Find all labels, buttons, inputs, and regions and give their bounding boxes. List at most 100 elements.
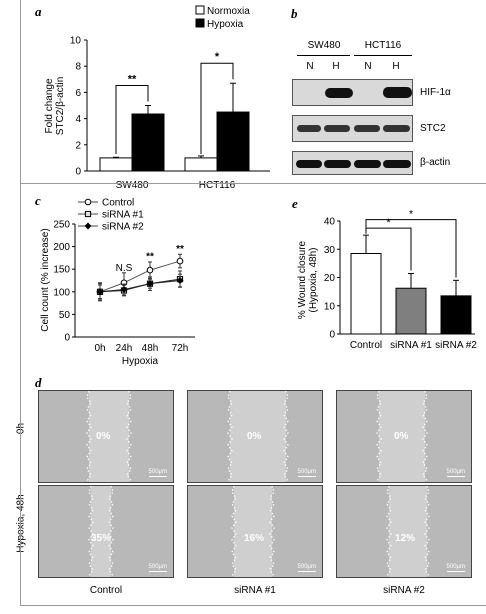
legend-marker xyxy=(84,222,92,230)
panel-label-d: d xyxy=(35,375,42,390)
y-tick-label: 20 xyxy=(324,273,336,284)
legend-label: siRNA #1 xyxy=(102,210,144,221)
closure-percent: 0% xyxy=(247,431,262,442)
micrograph: 16% 500μm xyxy=(187,485,323,578)
scale-bar: 500μm xyxy=(149,469,167,477)
legend-marker xyxy=(84,198,92,206)
y-axis-label: Cell count (% increase) xyxy=(40,228,51,331)
bar xyxy=(350,252,382,335)
scale-bar: 500μm xyxy=(447,469,465,477)
series-line xyxy=(99,280,181,293)
y-tick-label: 0 xyxy=(64,333,70,344)
y-tick-label: 10 xyxy=(70,36,82,47)
chart-e: 0 10 20 30 40 % Wound closure(Hypoxia, 48h) Co… xyxy=(297,209,477,351)
wound-edge xyxy=(386,486,430,577)
y-tick-label: 40 xyxy=(324,217,336,228)
wound-edge xyxy=(376,391,428,482)
legend-swatch xyxy=(195,18,205,28)
divider xyxy=(20,183,486,184)
y-tick-label: 6 xyxy=(75,88,81,99)
closure-percent: 0% xyxy=(394,431,409,442)
wound-edge xyxy=(231,486,275,577)
y-tick-label: 30 xyxy=(324,245,336,256)
legend-swatch xyxy=(195,5,205,15)
significance-marker: ** xyxy=(176,244,184,255)
cell-line-label: SW480 xyxy=(307,40,341,51)
closure-percent: 16% xyxy=(244,533,265,544)
wound-edge-line xyxy=(269,486,275,577)
legend-label: Hypoxia xyxy=(207,19,244,30)
data-point xyxy=(176,277,184,284)
bar xyxy=(216,111,250,172)
significance-bracket xyxy=(365,227,412,271)
bar xyxy=(99,157,133,172)
significance-marker: * xyxy=(215,51,220,63)
scale-bar: 500μm xyxy=(447,564,465,572)
bar xyxy=(131,113,165,172)
legend-label: Normoxia xyxy=(207,6,250,17)
y-tick-label: 150 xyxy=(53,265,70,276)
wound-edge-line xyxy=(231,486,237,577)
chart-a: 0 2 4 6 8 10 Fold changeSTC2/β-actin SW480 ** HCT… xyxy=(44,5,270,191)
x-tick-label: 48h xyxy=(142,343,159,354)
significance-bracket xyxy=(200,62,234,154)
y-tick-label: 250 xyxy=(53,220,70,231)
blot-beta-actin xyxy=(292,151,413,175)
y-tick-label: 200 xyxy=(53,242,70,253)
significance-marker: N.S xyxy=(116,263,133,274)
y-tick-label: 10 xyxy=(324,301,336,312)
scale-bar: 500μm xyxy=(298,469,316,477)
x-axis-label: Hypoxia xyxy=(122,356,159,367)
protein-label: β-actin xyxy=(420,157,451,168)
row-label: Hypoxia, 48h xyxy=(15,494,27,553)
closure-percent: 0% xyxy=(96,431,111,442)
closure-percent: 35% xyxy=(91,533,112,544)
closure-percent: 12% xyxy=(395,533,416,544)
wound-edge xyxy=(227,391,289,482)
lane-label: H xyxy=(392,61,400,72)
wound-edge-line xyxy=(422,391,428,482)
wound-edge xyxy=(88,486,114,577)
wound-edge-line xyxy=(126,391,132,482)
x-tick-label: HCT116 xyxy=(199,180,236,191)
x-tick-label: Control xyxy=(350,340,382,351)
row-label: 0h xyxy=(15,422,27,435)
data-point xyxy=(146,280,154,288)
divider xyxy=(20,605,486,606)
y-tick-label: 100 xyxy=(53,287,70,298)
lane-label: H xyxy=(332,61,340,72)
x-tick-label: siRNA #1 xyxy=(390,340,432,351)
panel-label-c: c xyxy=(35,193,41,208)
panel-label-a: a xyxy=(35,4,42,19)
panel-label-e: e xyxy=(292,196,298,211)
cell-line-underline xyxy=(354,55,412,56)
series-line xyxy=(99,260,181,293)
wound-edge-line xyxy=(86,391,92,482)
y-tick-label: 50 xyxy=(59,310,71,321)
significance-marker: ** xyxy=(128,74,137,86)
y-tick-label: 0 xyxy=(329,330,335,341)
x-tick-label: 72h xyxy=(172,343,189,354)
protein-label: HIF-1α xyxy=(420,87,451,98)
wound-edge xyxy=(86,391,132,482)
data-point xyxy=(146,266,154,274)
x-tick-label: 24h xyxy=(116,343,133,354)
wound-panel: 0h Hypoxia, 48h 0% 500μm 0% 500μm 0% 500… xyxy=(15,385,475,614)
wound-edge-line xyxy=(376,391,382,482)
data-point xyxy=(96,288,104,296)
micrograph: 35% 500μm xyxy=(38,485,174,578)
cell-line-underline xyxy=(297,55,350,56)
protein-label: STC2 xyxy=(420,123,446,134)
bar xyxy=(184,157,218,172)
y-tick-label: 4 xyxy=(75,114,81,125)
scale-bar: 500μm xyxy=(149,564,167,572)
wound-edge-line xyxy=(227,391,233,482)
lane-label: N xyxy=(306,61,314,72)
wound-edge-line xyxy=(108,486,114,577)
wound-edge-line xyxy=(424,486,430,577)
x-tick-label: SW480 xyxy=(116,180,149,191)
micrograph: 0% 500μm xyxy=(336,390,472,483)
bar xyxy=(440,295,472,335)
significance-marker: * xyxy=(386,217,391,229)
legend-label: Control xyxy=(102,198,134,209)
